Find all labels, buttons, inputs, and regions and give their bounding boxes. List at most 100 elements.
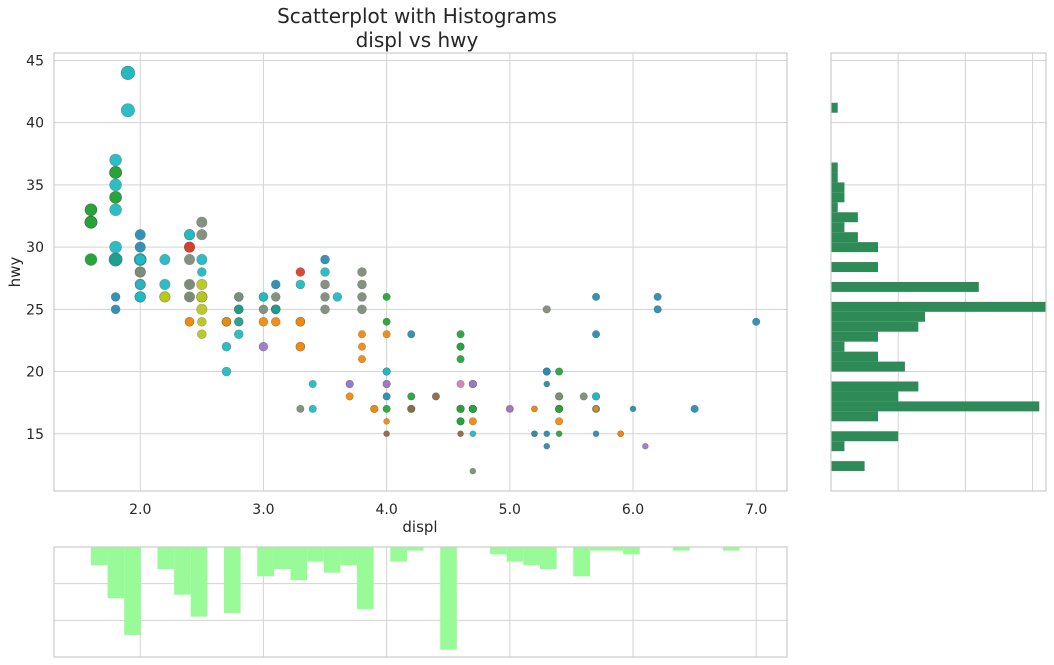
right-histogram-bar: [831, 391, 899, 402]
scatter-point: [357, 292, 367, 302]
bottom-histogram-bar: [323, 547, 341, 573]
scatter-point: [456, 355, 465, 364]
scatter-point: [84, 215, 98, 229]
scatter-point: [197, 329, 207, 340]
scatter-point: [555, 392, 564, 401]
scatter-point: [270, 279, 281, 290]
scatter-point: [592, 330, 601, 339]
scatter-point: [110, 292, 121, 302]
scatter-point: [555, 404, 564, 413]
scatter-point: [197, 267, 207, 277]
scatter-point: [382, 392, 391, 401]
right-histogram-bar: [831, 411, 879, 422]
scatter-point: [184, 316, 195, 327]
scatter-point: [196, 254, 208, 266]
scatter-point: [468, 379, 477, 389]
right-histogram-bar: [831, 182, 845, 193]
scatter-point: [109, 191, 122, 204]
scatter-point: [159, 254, 171, 266]
bottom-histogram-bars: [90, 547, 740, 650]
bottom-histogram-bar: [224, 547, 241, 613]
scatter-point: [407, 404, 416, 413]
bottom-histogram-bar: [390, 547, 407, 562]
scatter-point: [531, 430, 538, 438]
right-histogram-bar: [831, 222, 845, 233]
bottom-histogram-bar: [307, 547, 324, 562]
right-histogram-bar: [831, 311, 926, 322]
scatter-point: [531, 405, 538, 413]
scatter-point: [690, 404, 699, 413]
scatter-point: [196, 303, 208, 315]
bottom-histogram-bar: [623, 547, 640, 555]
bottom-histogram-bar: [157, 547, 175, 569]
right-histogram-bar: [831, 192, 845, 203]
scatter-point: [183, 229, 196, 241]
scatter-point: [270, 304, 281, 315]
chart-title-line-1: Scatterplot with Histograms: [277, 4, 557, 28]
chart-title-line-2: displ vs hwy: [356, 28, 479, 52]
bottom-histogram-bar: [440, 547, 457, 650]
scatter-point: [320, 254, 330, 265]
bottom-histogram-bar: [673, 547, 690, 551]
x-tick-label: 3.0: [252, 502, 274, 518]
scatter-point: [617, 430, 624, 438]
scatter-point: [134, 266, 146, 278]
scatter-point: [357, 267, 367, 277]
scatter-point: [233, 304, 244, 315]
scatter-point: [110, 304, 121, 315]
right-histogram-bar: [831, 172, 838, 183]
scatter-point: [320, 267, 330, 277]
right-histogram-bar: [831, 321, 919, 332]
scatter-point: [468, 404, 477, 413]
bottom-histogram-bar: [124, 547, 141, 635]
bottom-histogram-bar: [490, 547, 507, 555]
scatter-point: [592, 405, 600, 413]
scatter-point: [345, 392, 354, 401]
scatter-point: [382, 404, 391, 413]
scatter-points: [84, 65, 761, 475]
scatter-point: [407, 330, 416, 339]
x-tick-label: 4.0: [375, 502, 397, 518]
y-tick-label: 35: [26, 178, 44, 194]
scatter-point: [357, 342, 367, 351]
bottom-histogram-bar: [257, 547, 274, 577]
scatter-point: [134, 291, 146, 303]
scatter-point: [382, 379, 391, 389]
scatter-point: [456, 417, 465, 426]
right-histogram-bar: [831, 262, 879, 272]
scatter-point: [542, 367, 551, 376]
scatter-point: [270, 316, 281, 327]
chart-title: Scatterplot with Histograms displ vs hwy: [277, 4, 557, 52]
scatter-point: [183, 278, 196, 290]
scatter-point: [295, 341, 306, 352]
scatter-point: [383, 430, 390, 438]
scatter-point: [295, 316, 306, 327]
scatter-point: [357, 304, 367, 315]
right-histogram-bar: [831, 341, 845, 352]
scatter-point: [134, 254, 146, 266]
right-histogram-bar: [831, 301, 1046, 312]
right-histogram-bar: [831, 461, 865, 472]
scatter-point: [221, 316, 232, 327]
scatter-point: [345, 379, 354, 389]
bottom-histogram-bar: [523, 547, 540, 566]
scatter-point: [134, 241, 146, 253]
scatter-point: [357, 330, 367, 339]
bottom-histogram-panel: [53, 546, 788, 658]
bottom-histogram-bar: [340, 547, 358, 566]
right-histogram-bar: [831, 401, 1040, 412]
scatter-point: [183, 241, 196, 253]
scatter-point: [183, 254, 196, 266]
right-histogram-panel: [830, 52, 1047, 492]
scatter-point: [653, 292, 662, 301]
scatter-y-ticks: 15 20 25 30 35 40 45: [26, 53, 44, 442]
scatter-point: [543, 380, 551, 388]
scatter-point: [134, 278, 146, 290]
scatter-point: [233, 329, 244, 340]
scatter-point: [221, 366, 232, 377]
scatter-point: [431, 392, 440, 401]
right-histogram-bar: [831, 242, 879, 253]
scatter-point: [357, 279, 367, 290]
scatter-point: [456, 330, 465, 339]
scatter-point: [109, 153, 122, 167]
